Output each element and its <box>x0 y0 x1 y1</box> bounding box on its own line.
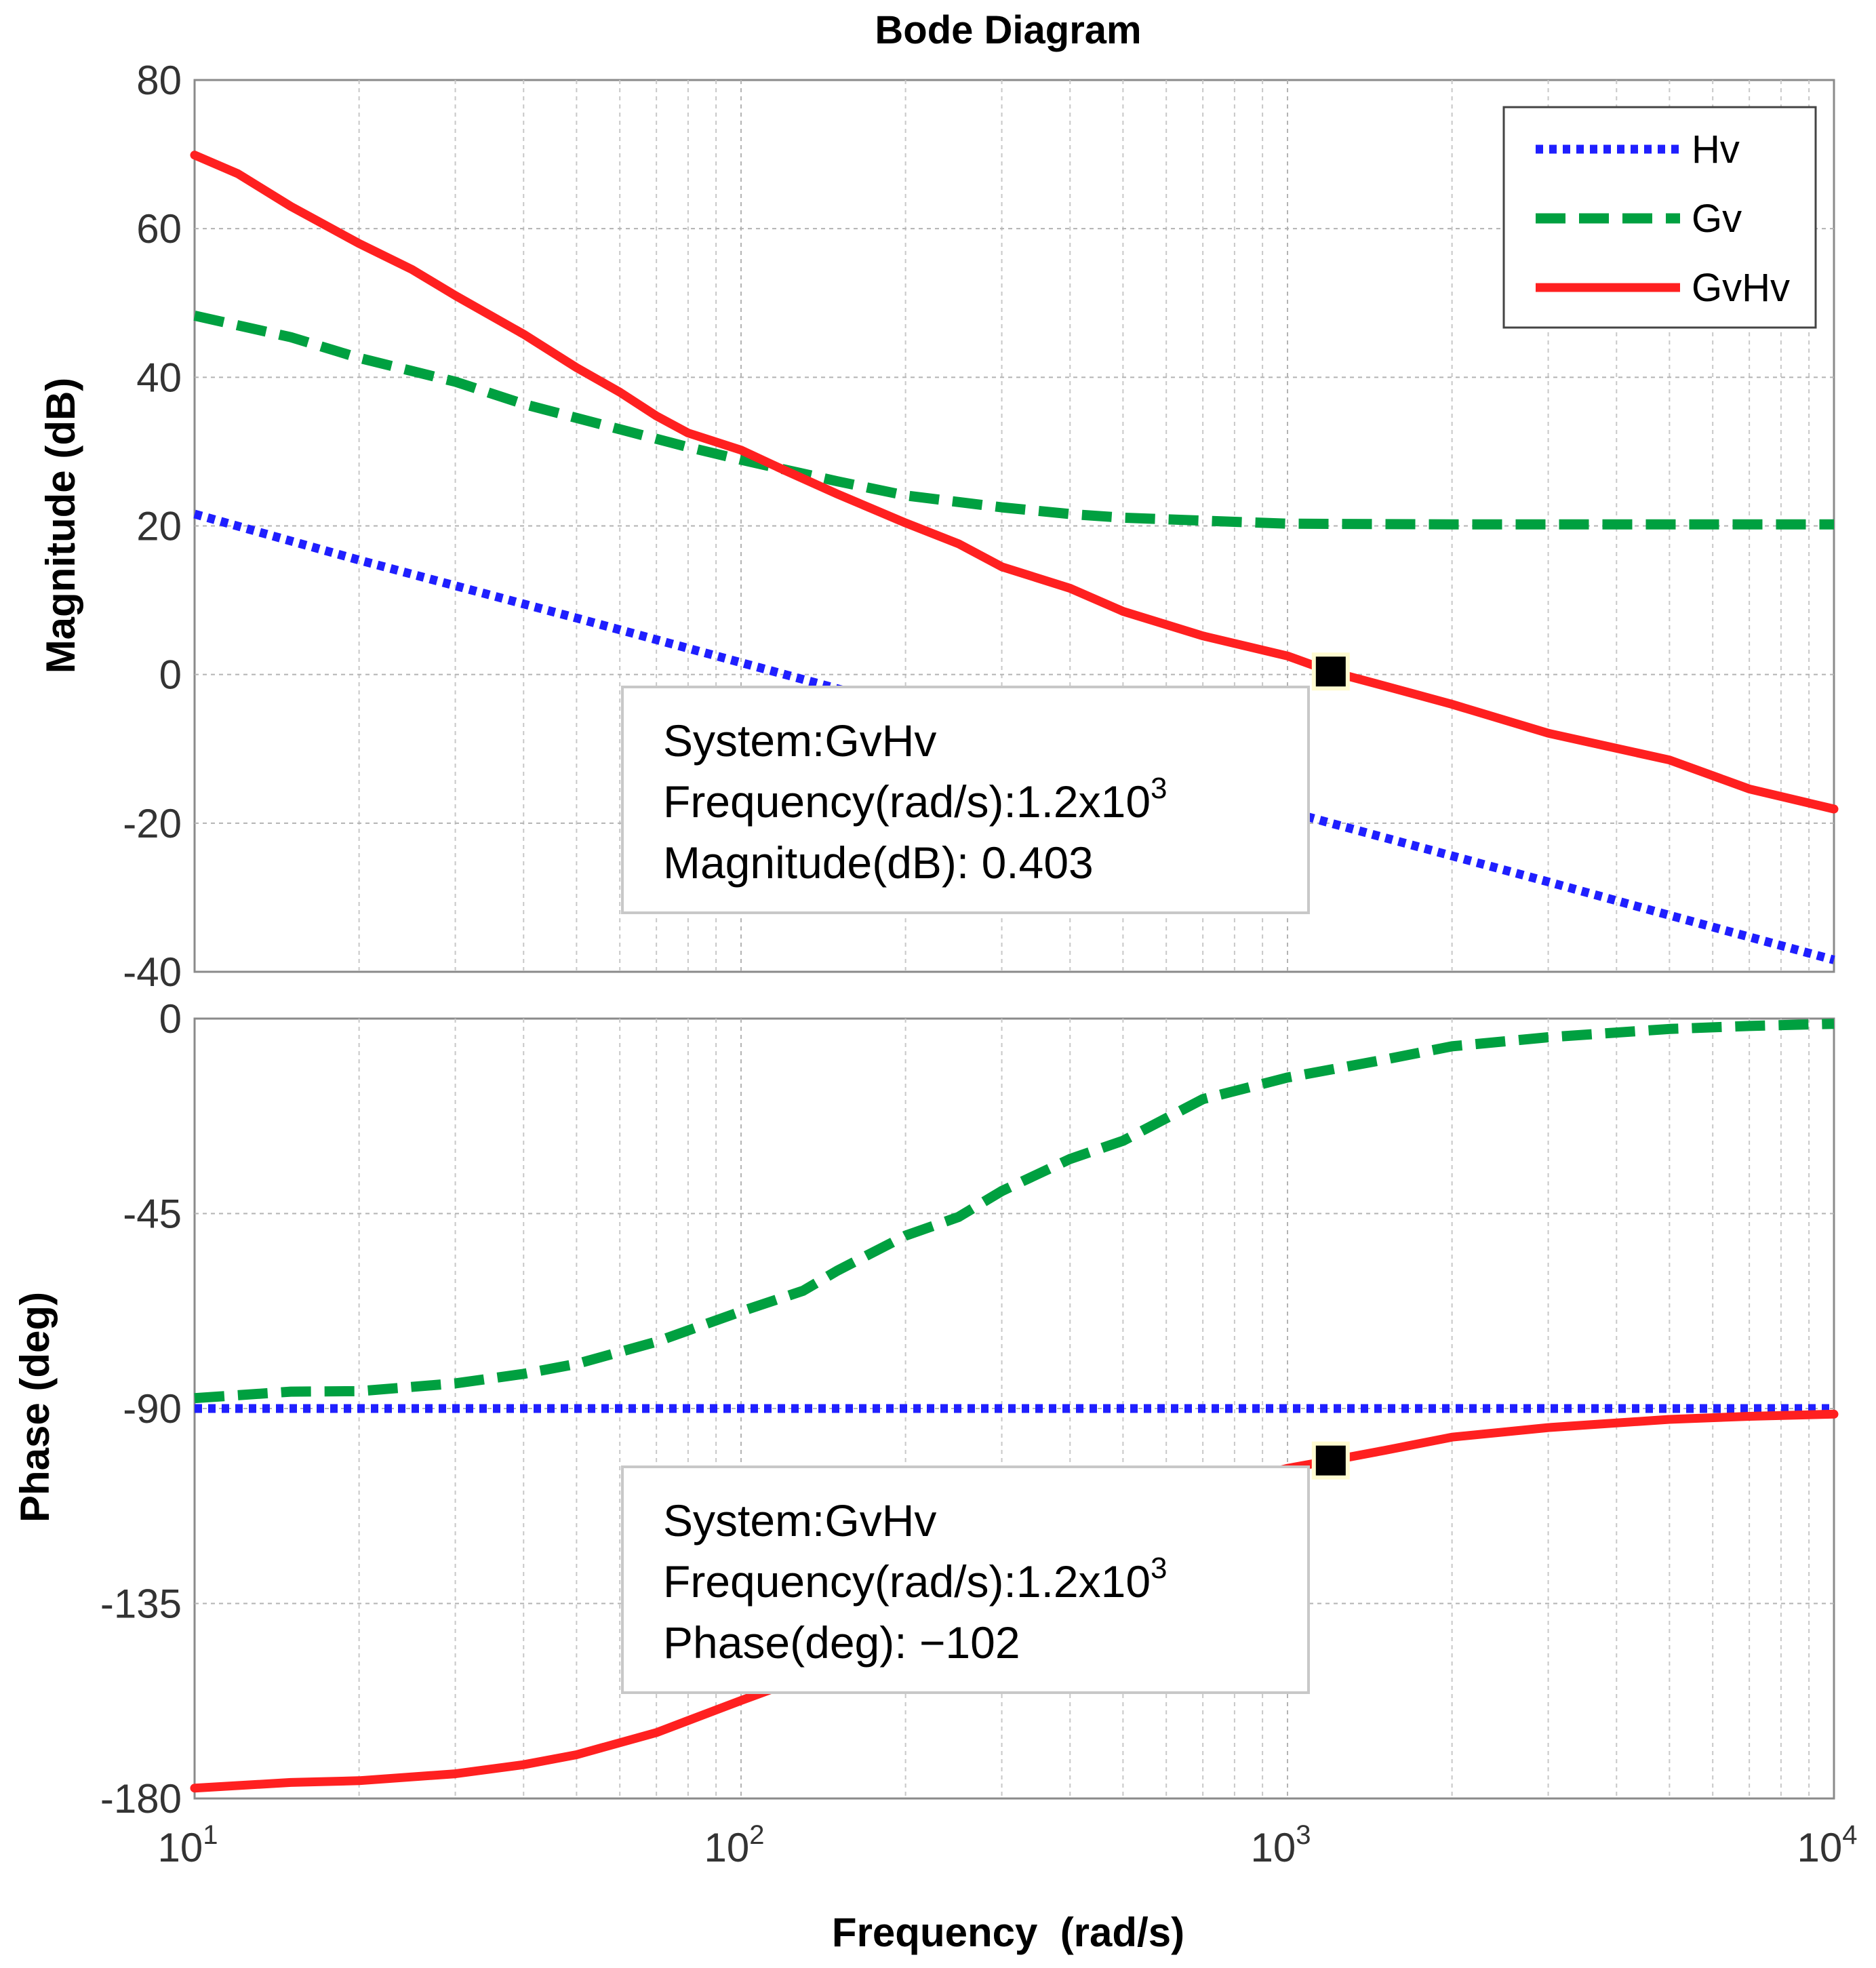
magnitude-datatip-box[interactable] <box>621 686 1310 914</box>
magnitude-series-gv <box>193 311 1834 530</box>
phase-y-ticks: 0 -45 -90 -135 -180 <box>100 996 182 1822</box>
magnitude-datatip-frequency: Frequency(rad/s):1.2x103 <box>663 772 1167 827</box>
legend: Hv Gv GvHv <box>1502 106 1817 329</box>
x-tick-label: 103 <box>1251 1820 1311 1870</box>
magnitude-y-tick-label: 40 <box>136 355 182 400</box>
x-tick-label: 102 <box>704 1820 765 1870</box>
x-axis-label: Frequency (rad/s) <box>832 1910 1184 1955</box>
magnitude-y-tick-label: 60 <box>136 206 182 252</box>
phase-y-tick-label: -135 <box>100 1581 182 1627</box>
phase-panel: 0 -45 -90 -135 -180 Phase (deg) <box>12 996 1839 1822</box>
x-tick-label: 101 <box>158 1820 218 1870</box>
phase-datatip-system: System:GvHv <box>663 1495 936 1546</box>
magnitude-series-gvhv <box>190 151 1839 814</box>
magnitude-y-tick-label: 0 <box>159 652 182 698</box>
legend-label-gvhv: GvHv <box>1692 266 1790 310</box>
magnitude-datatip-value: Magnitude(dB): 0.403 <box>663 838 1094 888</box>
magnitude-datatip-marker[interactable] <box>1311 652 1350 691</box>
magnitude-datatip-system: System:GvHv <box>663 715 936 766</box>
legend-label-gv: Gv <box>1692 197 1742 241</box>
phase-datatip-box[interactable] <box>621 1465 1310 1694</box>
magnitude-datatip[interactable]: System:GvHv Frequency(rad/s):1.2x103 Mag… <box>621 686 1310 914</box>
phase-datatip-frequency: Frequency(rad/s):1.2x103 <box>663 1552 1167 1607</box>
phase-y-tick-label: -45 <box>123 1192 182 1237</box>
magnitude-y-tick-label: -20 <box>123 801 182 846</box>
phase-datatip[interactable]: System:GvHv Frequency(rad/s):1.2x103 Pha… <box>621 1465 1310 1694</box>
phase-y-tick-label: 0 <box>159 996 182 1042</box>
phase-axis-label: Phase (deg) <box>12 1292 58 1522</box>
phase-series-gv <box>194 1019 1835 1404</box>
chart-title: Bode Diagram <box>875 8 1141 52</box>
phase-datatip-marker[interactable] <box>1311 1441 1350 1480</box>
magnitude-y-ticks: 80 60 40 20 0 -20 -40 <box>123 58 182 995</box>
magnitude-y-tick-label: 80 <box>136 58 182 103</box>
magnitude-y-tick-label: 20 <box>136 504 182 549</box>
phase-y-tick-label: -180 <box>100 1776 182 1822</box>
phase-datatip-value: Phase(deg): −102 <box>663 1617 1020 1668</box>
phase-y-tick-label: -90 <box>123 1386 182 1432</box>
magnitude-y-tick-label: -40 <box>123 949 182 995</box>
legend-label-hv: Hv <box>1692 127 1740 172</box>
x-tick-label: 104 <box>1797 1820 1858 1870</box>
x-axis-ticks: 101 102 103 104 <box>158 1820 1858 1870</box>
magnitude-axis-label: Magnitude (dB) <box>38 378 83 674</box>
